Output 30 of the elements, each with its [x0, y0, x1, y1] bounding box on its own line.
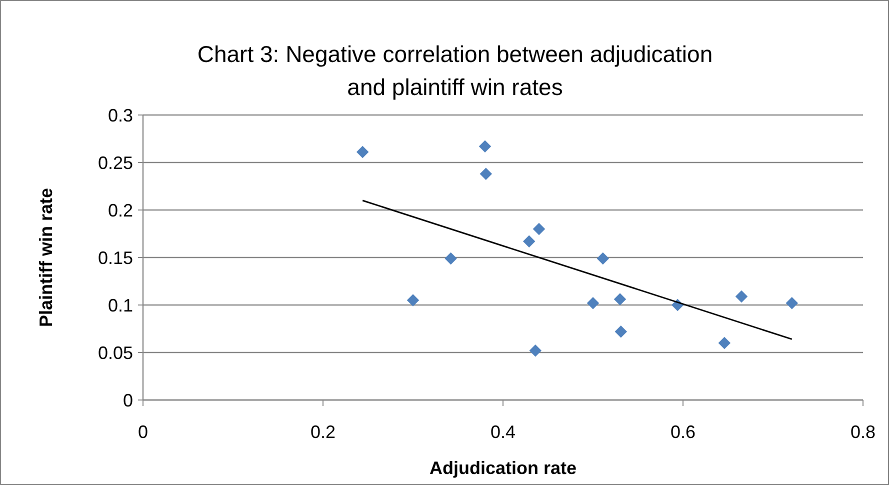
point — [614, 325, 628, 338]
point — [586, 296, 600, 310]
x-tick-label: 0.8 — [850, 422, 876, 442]
point — [480, 168, 492, 180]
x-axis-title: Adjudication rate — [429, 458, 577, 478]
y-tick-label: 0.1 — [108, 295, 133, 316]
y-tick-label: 0.25 — [98, 152, 133, 173]
point — [596, 252, 610, 265]
point — [532, 222, 546, 236]
x-tick-label: 0.6 — [670, 422, 696, 442]
y-tick-label: 0.05 — [98, 342, 133, 363]
x-tick-label: 0.4 — [490, 422, 516, 442]
y-tick-label: 0 — [122, 390, 133, 410]
point — [478, 140, 492, 152]
x-tick-label: 0.2 — [310, 422, 336, 442]
y-tick-label: 0.2 — [108, 200, 133, 220]
point — [444, 252, 457, 265]
point — [786, 296, 798, 310]
point — [529, 344, 542, 357]
point — [614, 293, 626, 306]
chart-title: Chart 3: Negative correlation between adjudication and plaintiff win rates — [197, 41, 713, 100]
y-tick-label: 0.15 — [98, 248, 133, 268]
point — [356, 146, 369, 158]
y-tick-label: 0.3 — [108, 105, 133, 126]
point — [718, 336, 731, 350]
y-axis-title: Plaintiff win rate — [36, 188, 56, 328]
x-tick-label: 0 — [138, 422, 148, 442]
point — [522, 235, 536, 248]
point — [406, 294, 420, 306]
point — [735, 290, 748, 303]
